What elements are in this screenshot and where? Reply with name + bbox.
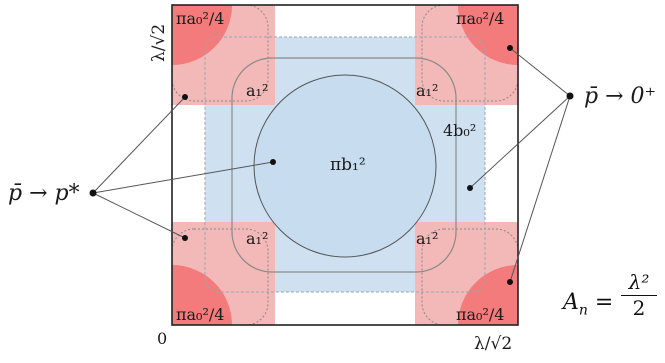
label-inner-square: 4b₀² bbox=[443, 121, 476, 140]
quarter-disk-br bbox=[458, 265, 518, 325]
unit-cell-frame bbox=[171, 4, 519, 326]
dot-tl bbox=[182, 94, 188, 100]
dot-br bbox=[507, 279, 513, 285]
top-white-gap bbox=[275, 5, 415, 37]
label-corner-br: πa₀²/4 bbox=[456, 305, 504, 324]
dot-inner-square bbox=[467, 185, 473, 191]
area-formula-den: 2 bbox=[632, 296, 646, 320]
dot-bl bbox=[182, 235, 188, 241]
area-formula: An = bbox=[563, 290, 613, 318]
label-corner-bl: πa₀²/4 bbox=[176, 305, 224, 324]
marker-dots bbox=[89, 45, 574, 285]
area-formula-num: λ² bbox=[621, 270, 657, 296]
inner-square-outline bbox=[204, 36, 486, 293]
limit-left-label: p̄ → p* bbox=[8, 181, 80, 206]
axis-y-end-label: λ/√2 bbox=[149, 24, 169, 62]
label-square-bl: a₁² bbox=[246, 229, 268, 248]
leader-lines-right bbox=[469, 47, 571, 283]
label-circle: πb₁² bbox=[330, 155, 366, 175]
axis-x-end-label: λ/√2 bbox=[474, 334, 512, 354]
label-square-tl: a₁² bbox=[246, 81, 268, 100]
dot-tr bbox=[507, 45, 513, 51]
label-corner-tl: πa₀²/4 bbox=[176, 9, 224, 28]
label-square-br: a₁² bbox=[416, 229, 438, 248]
area-formula-lhs: A bbox=[563, 290, 579, 315]
quarter-disk-tr bbox=[458, 5, 518, 65]
area-formula-sub: n bbox=[578, 302, 588, 319]
label-square-tr: a₁² bbox=[416, 81, 438, 100]
large-rounded-square bbox=[231, 57, 457, 273]
central-circle bbox=[253, 74, 437, 258]
label-corner-tr: πa₀²/4 bbox=[456, 9, 504, 28]
limit-right-label: p̄ → 0⁺ bbox=[584, 84, 656, 109]
quarter-disk-bl bbox=[172, 265, 232, 325]
dot-circle bbox=[270, 159, 276, 165]
area-formula-eq: = bbox=[594, 290, 614, 315]
dot-right-hub bbox=[566, 92, 574, 100]
quarter-disk-tl bbox=[172, 5, 232, 65]
axis-origin-label: 0 bbox=[157, 329, 167, 348]
bottom-white-gap bbox=[275, 292, 415, 325]
dot-left-hub bbox=[89, 189, 97, 197]
leader-lines-left bbox=[92, 96, 274, 239]
area-formula-fraction: λ² 2 bbox=[621, 270, 657, 320]
